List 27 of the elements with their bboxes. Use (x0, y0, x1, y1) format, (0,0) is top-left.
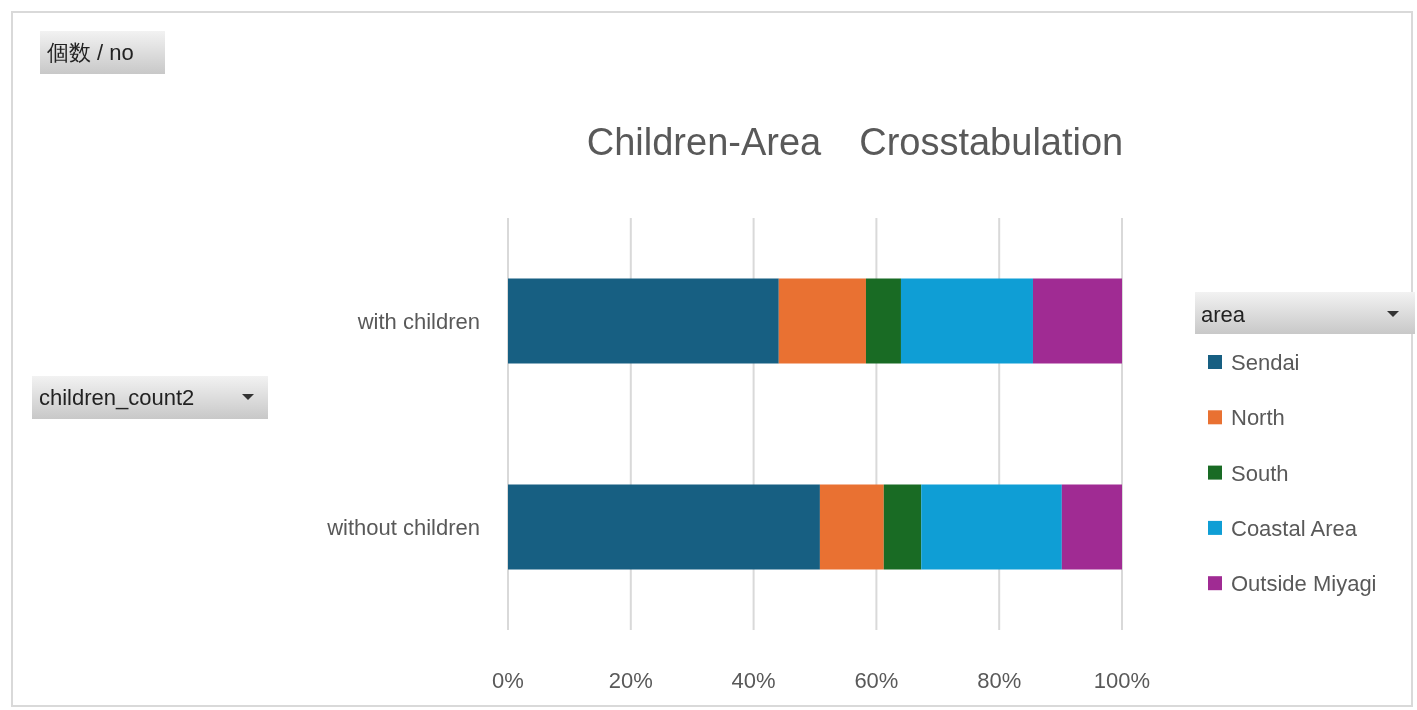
legend-label: Coastal Area (1231, 515, 1358, 541)
text: 個数 / no (47, 40, 134, 65)
y-tick-label: without children (326, 515, 480, 540)
bar (508, 484, 820, 570)
bar (1061, 484, 1122, 570)
legend-label: North (1231, 405, 1285, 431)
x-tick-label: 40% (731, 668, 776, 693)
bar (883, 484, 922, 570)
legend-label: Sendai (1231, 350, 1300, 375)
x-tick-label: 60% (854, 668, 899, 693)
bar (819, 484, 884, 570)
x-tick-label: 100% (1093, 668, 1151, 693)
legend-label: Outside Miyagi (1231, 571, 1377, 597)
chart-title: Children-Area Crosstabulation (586, 121, 1124, 163)
x-tick-label: 80% (977, 668, 1022, 693)
bar (900, 278, 1033, 364)
x-tick-label: 20% (608, 668, 653, 693)
bar (865, 278, 901, 364)
legend-title: area (1201, 302, 1246, 327)
bar (778, 278, 866, 364)
bar (508, 278, 779, 364)
x-tick-label: 0% (492, 668, 524, 693)
y-tick-label: with children (356, 309, 480, 334)
bar (921, 484, 1062, 570)
text: children_count2 (39, 385, 195, 410)
legend-label: South (1231, 460, 1289, 486)
bar (1032, 278, 1122, 364)
